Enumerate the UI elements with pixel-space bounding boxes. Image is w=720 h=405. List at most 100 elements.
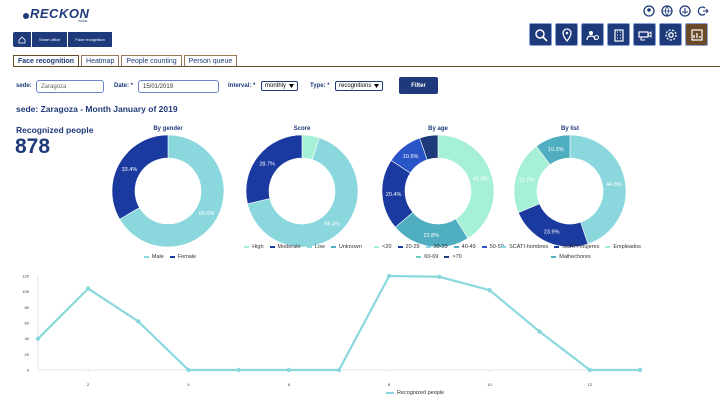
data-point[interactable] [386,273,392,279]
legend-swatch [306,246,312,248]
tab-bar: Face recognition Heatmap People counting… [13,55,238,66]
data-point[interactable] [236,367,241,373]
profile-icon[interactable] [642,4,656,18]
legend-label: Male [151,254,164,260]
legend-item-unknown[interactable]: Unknown [330,242,362,252]
interval-select[interactable]: monthly [261,81,299,91]
legend-item-moderate[interactable]: Moderate [269,242,301,252]
logout-icon[interactable] [696,4,710,18]
settings-icon [664,28,677,41]
x-tick-label: 12 [588,382,593,387]
legend-gender: Male Female [95,252,245,262]
search-icon [534,28,548,42]
top-icon-bar [642,4,710,18]
donut-slice-malhechores[interactable] [535,134,571,166]
line-chart-recognized: 0 20 40 60 80 100 120 2 4 6 8 10 12 [22,273,643,387]
breadcrumb: Smart office Face recognition [13,32,113,47]
data-point[interactable] [637,367,643,373]
type-label: Type: * [310,83,330,89]
data-point[interactable] [587,367,593,373]
logo-text: RECKON [30,6,90,21]
donut-slice-female[interactable] [111,134,169,220]
breadcrumb-smart-office[interactable]: Smart office [32,32,68,47]
legend-item-high[interactable]: High [244,242,264,252]
legend-label: Unknown [338,244,362,250]
globe-icon[interactable] [660,4,674,18]
line-legend-label: Recognized people [397,390,445,396]
tab-face-recognition[interactable]: Face recognition [13,55,80,66]
scale-icon[interactable] [678,4,692,18]
data-point[interactable] [85,286,91,291]
donut-slice-moderate[interactable] [247,137,359,248]
data-point[interactable] [186,367,191,373]
donut-chart-list: 44.8% 23.9% 21.0% 10.3% [513,134,627,248]
donut-slice-label: 66.6% [199,211,215,217]
data-point[interactable] [136,319,141,324]
legend-item-30-39[interactable]: 30-39 [425,242,448,252]
legend-item-malhechores[interactable]: Malhechores [551,252,591,262]
tab-heatmap[interactable]: Heatmap [81,55,120,66]
donut-title-list: By list [560,126,579,132]
type-value: recognitions [339,83,372,89]
y-tick-label: 40 [25,336,30,341]
data-point[interactable] [286,367,292,373]
legend-list: SCATI-hombres SCATI-mujeres Empleados Malhe… [496,242,646,262]
data-point[interactable] [35,336,41,341]
date-input[interactable]: 15/01/2019 [138,80,219,93]
legend-item-female[interactable]: Female [169,252,196,262]
logo-subtext: PRIME [78,19,88,23]
legend-label: 40-49 [461,244,476,250]
legend-label: 20-29 [405,244,420,250]
dashboard-tile[interactable] [685,23,708,46]
search-tile[interactable] [529,23,552,46]
legend-score: High Moderate Low Unknown [228,242,378,252]
breadcrumb-face-recognition[interactable]: Face recognition [68,32,112,47]
legend-swatch [244,246,250,248]
legend-label: Low [314,244,325,250]
building-tile[interactable] [607,23,630,46]
donut-chart-score: 66.4% 28.7% [245,134,359,248]
data-point[interactable] [487,287,492,293]
sede-label: sede: [16,83,32,89]
camera-tile[interactable] [633,23,656,46]
data-point[interactable] [336,367,342,373]
location-tile[interactable] [555,23,578,46]
donut-title-gender: By gender [153,126,183,132]
tab-underline [13,66,720,67]
data-point[interactable] [437,274,442,279]
data-point[interactable] [537,329,542,334]
people-gear-tile[interactable] [581,23,604,46]
legend-label: 60-69 [424,254,439,260]
donut-slice-male[interactable] [119,134,225,248]
donut-slice-scati-mujeres[interactable] [517,203,589,248]
line-legend-swatch [386,392,394,394]
legend-item-empleados[interactable]: Empleados [605,242,641,252]
legend-item-20-29[interactable]: 20-29 [397,242,420,252]
legend-swatch [169,256,175,258]
donut-slice-low[interactable] [245,134,303,205]
legend-item-50-59[interactable]: 50-59 [481,242,504,252]
tab-person-queue[interactable]: Person queue [183,55,238,66]
type-select[interactable]: recognitions [335,81,384,91]
legend-swatch [453,246,459,248]
filter-button[interactable]: Filter [399,77,438,94]
recognized-count: 878 [15,135,51,158]
breadcrumb-home[interactable] [13,32,31,47]
donut-slice-50-59[interactable] [419,134,439,161]
legend-item-male[interactable]: Male [143,252,164,262]
donut-slice-scati-hombres[interactable] [569,134,627,245]
legend-item-low[interactable]: Low [306,242,325,252]
sede-input[interactable]: Zaragoza [36,80,104,93]
legend-item-40-49[interactable]: 40-49 [453,242,476,252]
donut-slice-label: 33.4% [122,167,138,173]
chevron-down-icon [289,84,295,88]
legend-item-scati-mujeres[interactable]: SCATI-mujeres [554,242,599,252]
legend-item-60-69[interactable]: 60-69 [416,252,438,262]
donut-slice-20[interactable] [437,134,495,239]
legend-swatch [330,246,336,248]
legend-item-scati-hombres[interactable]: SCATI-hombres [501,242,548,252]
legend-item-70[interactable]: >70 [444,252,462,262]
tab-people-counting[interactable]: People counting [121,55,182,66]
settings-tile[interactable] [659,23,682,46]
legend-item-20[interactable]: <20 [374,242,392,252]
